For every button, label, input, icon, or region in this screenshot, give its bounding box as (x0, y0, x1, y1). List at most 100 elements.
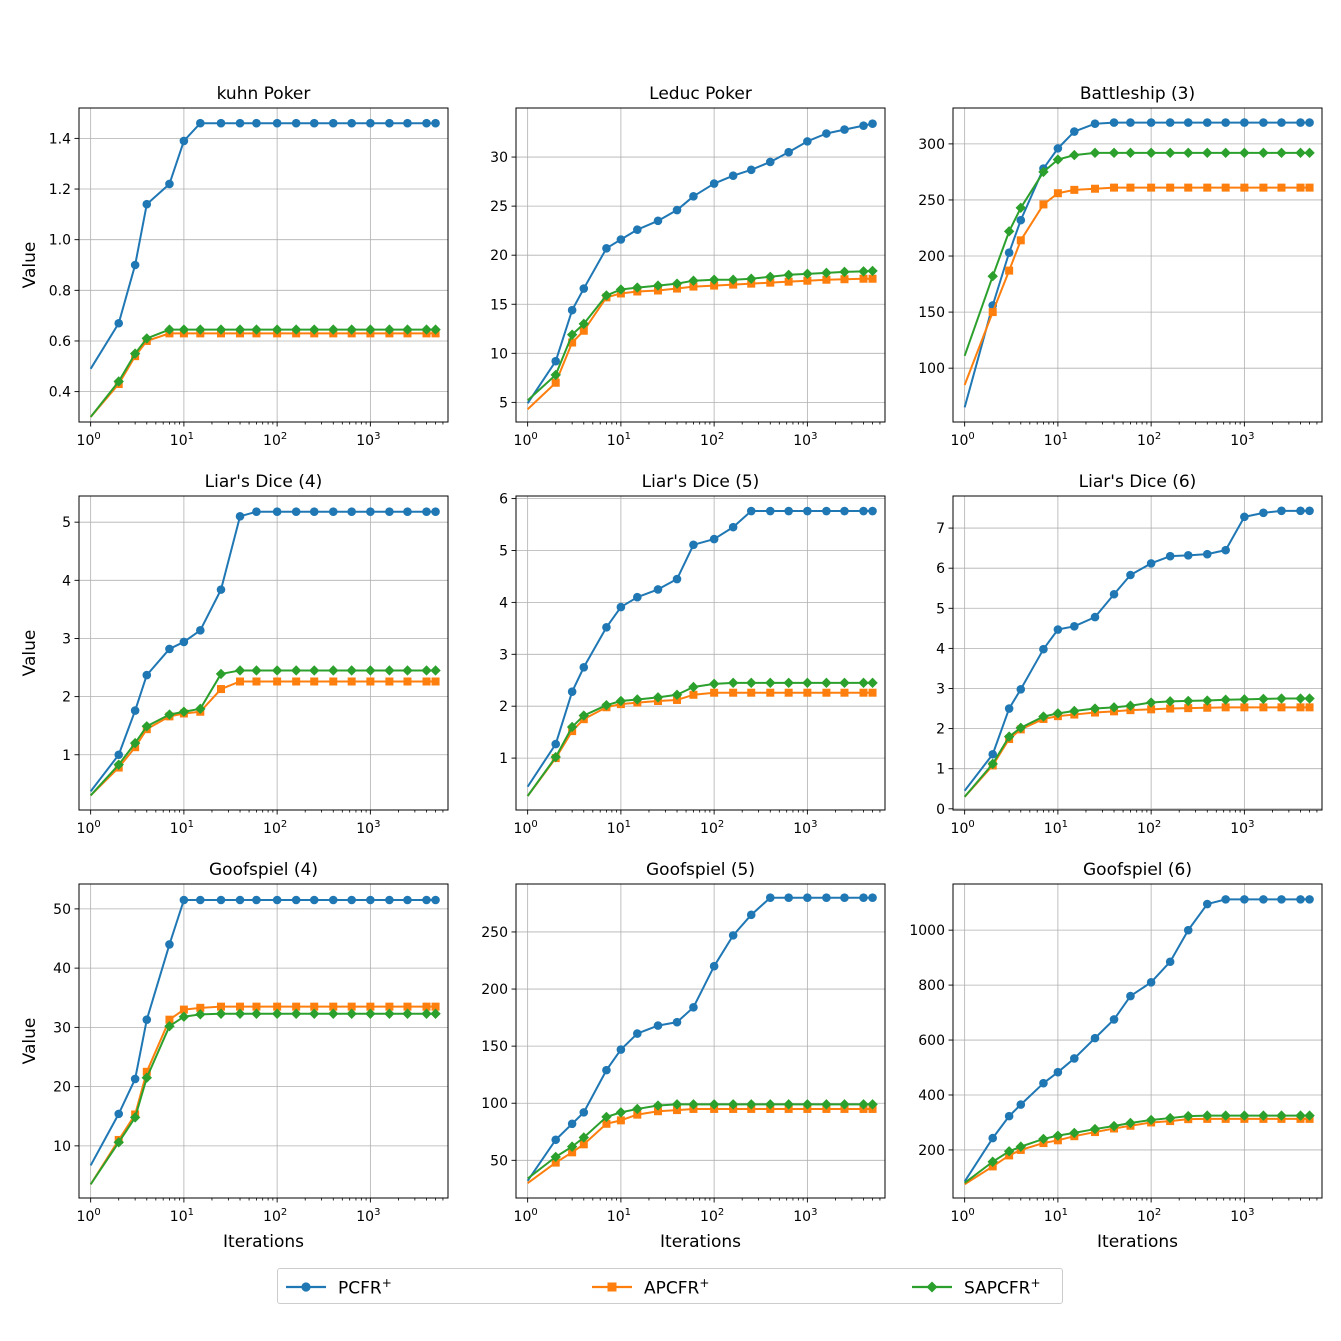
data-point (602, 623, 611, 632)
x-tick-label: 101 (1044, 1207, 1068, 1225)
data-point (1258, 1110, 1269, 1121)
data-point (430, 1008, 441, 1019)
x-tick-label: 102 (700, 431, 724, 449)
data-point (803, 137, 812, 146)
data-point (822, 893, 831, 903)
data-point (216, 1002, 225, 1011)
data-point (803, 276, 812, 285)
x-tick-label: 101 (170, 819, 194, 837)
data-point (290, 324, 302, 335)
data-point (366, 895, 375, 905)
data-point (328, 324, 339, 335)
x-tick-label: 100 (514, 1207, 538, 1225)
data-point (567, 1119, 577, 1129)
data-point (1239, 1110, 1250, 1121)
series-line-apcfrplus (964, 1117, 1310, 1186)
data-point (821, 677, 832, 689)
data-point (114, 750, 124, 760)
data-point (215, 1008, 227, 1019)
x-tick-label: 103 (1230, 431, 1254, 449)
data-point (579, 284, 589, 293)
data-point (784, 688, 793, 697)
subplot-1: 100 101 102 103 0.4 0.6 0.8 1.0 1.2 1.4 kuhn Poker… (20, 84, 449, 449)
data-point (689, 540, 698, 550)
data-point (821, 267, 832, 279)
data-point (421, 1008, 432, 1019)
data-point (652, 692, 664, 703)
data-point (1164, 147, 1176, 159)
data-point (130, 1074, 140, 1084)
data-point (1070, 185, 1079, 194)
data-point (422, 895, 431, 905)
series-line-pcfrplus (526, 896, 873, 1182)
data-point (114, 318, 124, 328)
data-point (1146, 978, 1156, 987)
x-tick-label: 102 (263, 819, 287, 837)
data-point (385, 507, 394, 516)
data-point (551, 356, 561, 366)
x-tick-label: 102 (263, 1207, 287, 1225)
data-point (746, 1099, 757, 1110)
data-point (784, 506, 793, 516)
data-point (1259, 703, 1268, 712)
data-point (784, 277, 793, 286)
data-point (179, 637, 189, 647)
data-point (672, 205, 682, 215)
data-point (252, 1002, 261, 1011)
subplot-6: 100 101 102 103 0 1 2 3 4 5 6 7 Liar's Dice (6) (936, 472, 1323, 837)
data-point (579, 326, 588, 335)
data-point (1305, 183, 1314, 192)
y-tick-label: 10 (490, 346, 508, 362)
data-point (1295, 693, 1306, 704)
data-point (1221, 545, 1230, 555)
data-point (291, 895, 301, 905)
x-tick-label: 100 (77, 431, 101, 449)
data-point (988, 1133, 998, 1143)
subplot-title: Goofspiel (6) (1083, 860, 1192, 880)
data-point (632, 694, 643, 705)
data-point (113, 759, 124, 770)
data-point (164, 324, 175, 335)
data-point (1258, 147, 1269, 159)
data-point (1110, 183, 1119, 192)
data-point (1090, 1033, 1100, 1043)
data-point (1109, 1015, 1119, 1024)
data-point (178, 1011, 190, 1022)
data-point (1259, 118, 1268, 127)
data-point (1202, 549, 1212, 559)
x-tick-label: 100 (951, 1207, 975, 1225)
legend: PCFR+ APCFR+ SAPCFR+ (277, 1268, 1063, 1304)
y-tick-label: 5 (499, 543, 508, 559)
y-tick-label: 250 (481, 925, 508, 941)
x-tick-label: 100 (514, 819, 538, 837)
data-point (291, 507, 301, 516)
y-tick-label: 4 (62, 573, 71, 589)
data-point (290, 1008, 302, 1019)
x-axis-label: Iterations (223, 1232, 304, 1252)
data-point (1108, 147, 1120, 159)
series-line-pcfrplus (963, 509, 1310, 792)
data-point (1304, 693, 1315, 704)
x-tick-label: 101 (607, 1207, 631, 1225)
y-tick-label: 20 (490, 248, 508, 264)
data-point (365, 665, 376, 676)
data-point (1053, 625, 1063, 634)
data-point (803, 506, 812, 516)
data-point (252, 677, 261, 686)
data-point (292, 677, 301, 686)
data-point (402, 324, 413, 335)
data-point (746, 506, 756, 516)
data-point (653, 1107, 662, 1116)
data-point (385, 1002, 394, 1011)
series-line-sapcfrplus (526, 681, 873, 797)
data-point (346, 1008, 357, 1019)
data-point (165, 940, 174, 949)
y-tick-label: 400 (918, 1088, 945, 1104)
data-point (384, 324, 395, 335)
y-tick-label: 7 (936, 521, 945, 537)
data-point (551, 1135, 561, 1145)
data-point (653, 585, 663, 594)
data-point (1296, 506, 1305, 516)
data-point (616, 235, 626, 244)
data-point (1305, 118, 1314, 127)
